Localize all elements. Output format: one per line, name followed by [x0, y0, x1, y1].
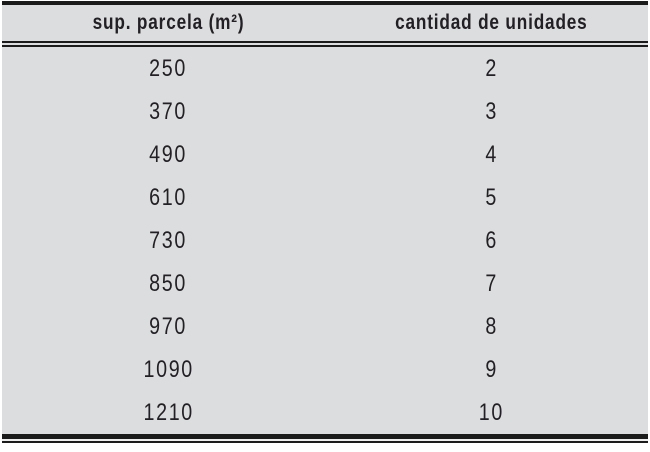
column-header-sup-parcela: sup. parcela (m²)	[2, 11, 335, 35]
table-row: 610 5	[2, 176, 648, 219]
cantidad-unidades-cell: 5	[485, 183, 498, 211]
cantidad-unidades-cell: 3	[485, 97, 498, 125]
sup-parcela-cell: 370	[149, 97, 188, 125]
cantidad-unidades-cell: 6	[485, 226, 498, 254]
cantidad-unidades-cell: 2	[485, 54, 498, 82]
bottom-rule	[2, 434, 648, 443]
table-header-row: sup. parcela (m²) cantidad de unidades	[2, 5, 648, 41]
sup-parcela-cell: 250	[149, 54, 188, 82]
sup-parcela-cell: 850	[149, 269, 188, 297]
table-row: 1090 9	[2, 348, 648, 391]
cantidad-unidades-cell: 9	[485, 355, 498, 383]
column-header-cantidad-unidades: cantidad de unidades	[335, 11, 648, 35]
table-row: 850 7	[2, 262, 648, 305]
cantidad-unidades-cell: 7	[485, 269, 498, 297]
table-row: 250 2	[2, 47, 648, 90]
column-header-cantidad-unidades-label: cantidad de unidades	[395, 11, 588, 34]
sup-parcela-cell: 1210	[143, 398, 194, 426]
sup-parcela-cell: 730	[149, 226, 188, 254]
table-row: 730 6	[2, 219, 648, 262]
table-row: 370 3	[2, 90, 648, 133]
cantidad-unidades-cell: 10	[478, 398, 504, 426]
table-body: 250 2 370 3 490 4 610 5 730 6 850 7 970 …	[2, 47, 648, 434]
parcel-units-table: sup. parcela (m²) cantidad de unidades 2…	[2, 1, 648, 443]
sup-parcela-cell: 1090	[143, 355, 194, 383]
sup-parcela-cell: 970	[149, 312, 188, 340]
sup-parcela-cell: 490	[149, 140, 188, 168]
cantidad-unidades-cell: 8	[485, 312, 498, 340]
header-separator-rule	[2, 41, 648, 47]
cantidad-unidades-cell: 4	[485, 140, 498, 168]
top-rule	[2, 1, 648, 5]
table-row: 970 8	[2, 305, 648, 348]
sup-parcela-cell: 610	[149, 183, 188, 211]
column-header-sup-parcela-label: sup. parcela (m²)	[92, 11, 245, 34]
table-row: 1210 10	[2, 391, 648, 434]
table-row: 490 4	[2, 133, 648, 176]
